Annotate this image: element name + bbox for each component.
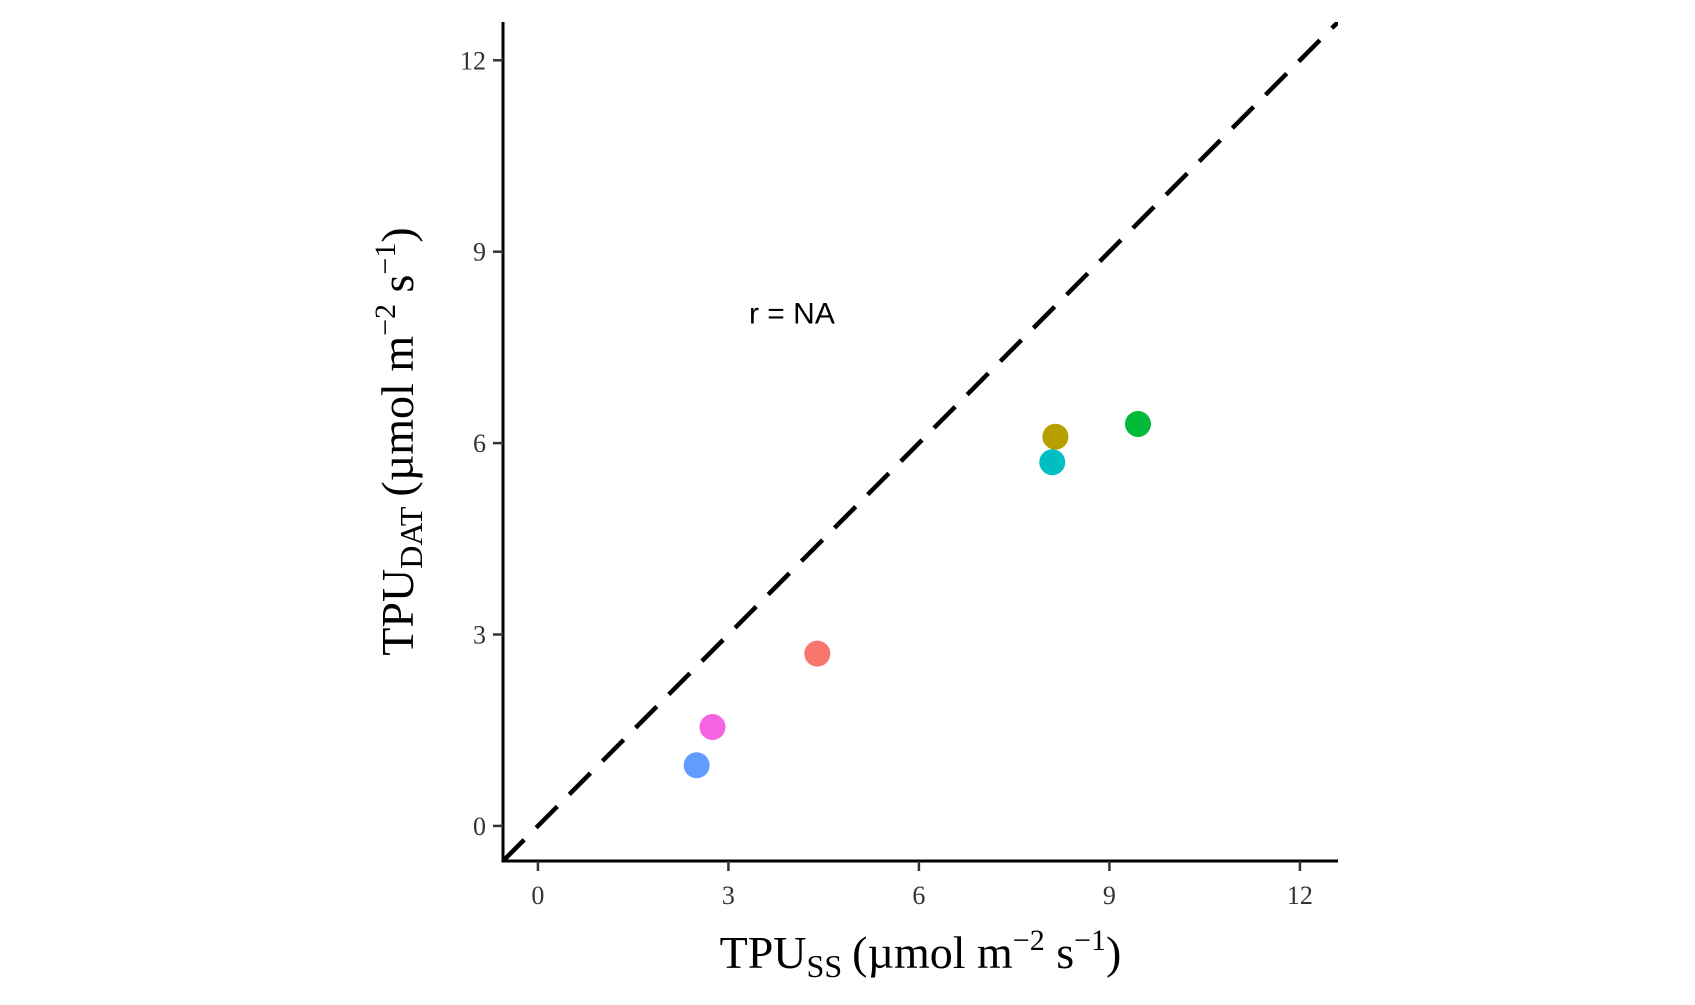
y-tick-label: 3: [473, 621, 486, 650]
y-title-close: ): [372, 227, 423, 242]
data-point-3: [1124, 410, 1151, 437]
identity-reference-line: [503, 22, 1338, 861]
x-tick-label: 0: [531, 881, 544, 910]
data-point-1: [804, 640, 831, 667]
y-tick-label: 6: [473, 429, 486, 458]
x-tick-label: 12: [1287, 881, 1313, 910]
x-title-units-b: s: [1045, 927, 1074, 978]
y-title-exp2: −1: [369, 243, 402, 275]
x-title-close: ): [1106, 927, 1121, 978]
x-axis-title: TPUSS (µmol m−2 s−1): [720, 924, 1122, 984]
x-title-base: TPU: [720, 927, 807, 978]
y-tick-label: 9: [473, 238, 486, 267]
y-title-subscript: DAT: [393, 506, 429, 569]
y-tick-label: 12: [460, 46, 486, 75]
y-tick-label: 0: [473, 812, 486, 841]
x-title-exp1: −2: [1013, 924, 1045, 957]
x-tick-label: 9: [1103, 881, 1116, 910]
data-point-5: [683, 752, 710, 779]
y-title-exp1: −2: [369, 304, 402, 336]
x-title-exp2: −1: [1074, 924, 1106, 957]
x-tick-label: 3: [722, 881, 735, 910]
x-tick-label: 6: [912, 881, 925, 910]
data-point-4: [1039, 449, 1066, 476]
x-title-subscript: SS: [807, 948, 843, 984]
x-title-units: (µmol m: [852, 927, 1013, 978]
reference-line-layer: [503, 22, 1338, 861]
y-axis-title: TPUDAT (µmol m−2 s−1): [369, 227, 429, 655]
y-title-units-b: s: [372, 275, 423, 304]
y-title-base: TPU: [372, 569, 423, 656]
data-point-2: [1042, 423, 1069, 450]
data-point-6: [699, 714, 726, 741]
ticks-layer: 0 3 6 9 12 0 3 6 9 12: [460, 46, 1313, 910]
correlation-annotation: r = NA: [749, 297, 835, 330]
y-title-units: (µmol m: [372, 336, 423, 497]
points-layer: [683, 410, 1151, 779]
